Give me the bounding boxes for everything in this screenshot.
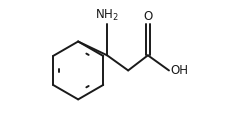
Text: NH$_2$: NH$_2$ <box>95 8 118 23</box>
Text: OH: OH <box>169 64 188 77</box>
Text: O: O <box>143 10 152 23</box>
